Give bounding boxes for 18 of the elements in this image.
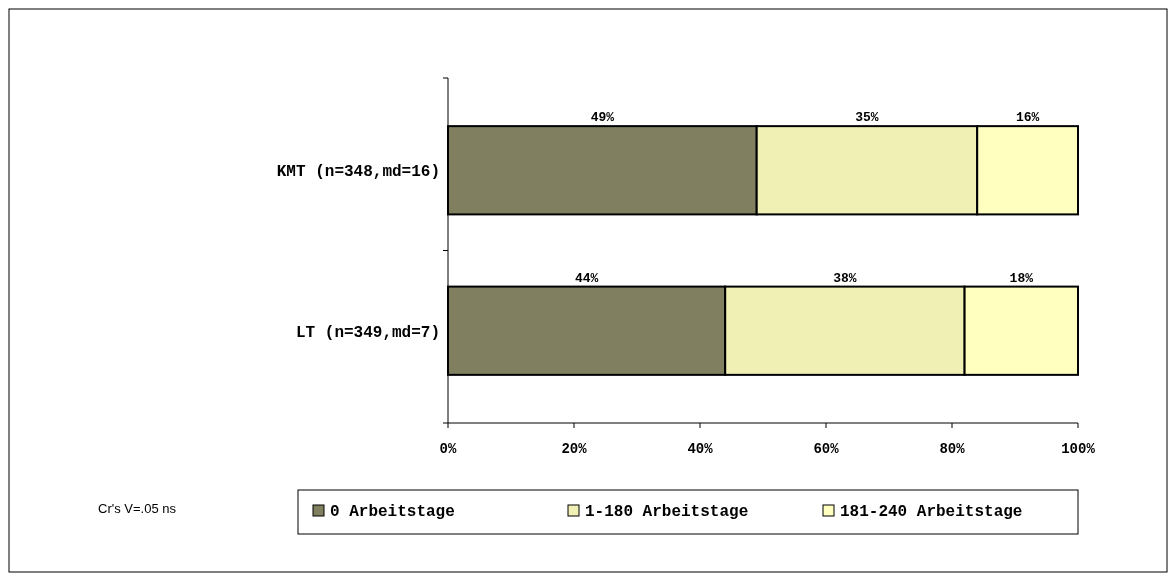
- y-tick-label: LT (n=349,md=7): [295, 323, 440, 342]
- legend-label: 1-180 Arbeitstage: [585, 503, 749, 521]
- legend-label: 181-240 Arbeitstage: [840, 503, 1023, 521]
- x-tick-label: 60%: [813, 441, 840, 457]
- y-tick-label: KMT (n=348,md=16): [276, 163, 440, 182]
- data-label: 38%: [833, 270, 857, 286]
- x-tick-label: 20%: [561, 441, 588, 457]
- x-tick-label: 0%: [439, 441, 457, 457]
- data-label: 35%: [855, 110, 879, 126]
- data-label: 44%: [574, 270, 599, 286]
- data-label: 18%: [1009, 270, 1034, 286]
- x-tick-label: 100%: [1061, 441, 1096, 457]
- x-tick-label: 40%: [687, 441, 714, 457]
- legend-label: 0 Arbeitstage: [330, 503, 455, 521]
- text: Cr's V=.05 ns: [98, 501, 177, 516]
- data-label: 49%: [590, 110, 615, 126]
- x-tick-label: 80%: [939, 441, 966, 457]
- data-label: 16%: [1015, 110, 1040, 126]
